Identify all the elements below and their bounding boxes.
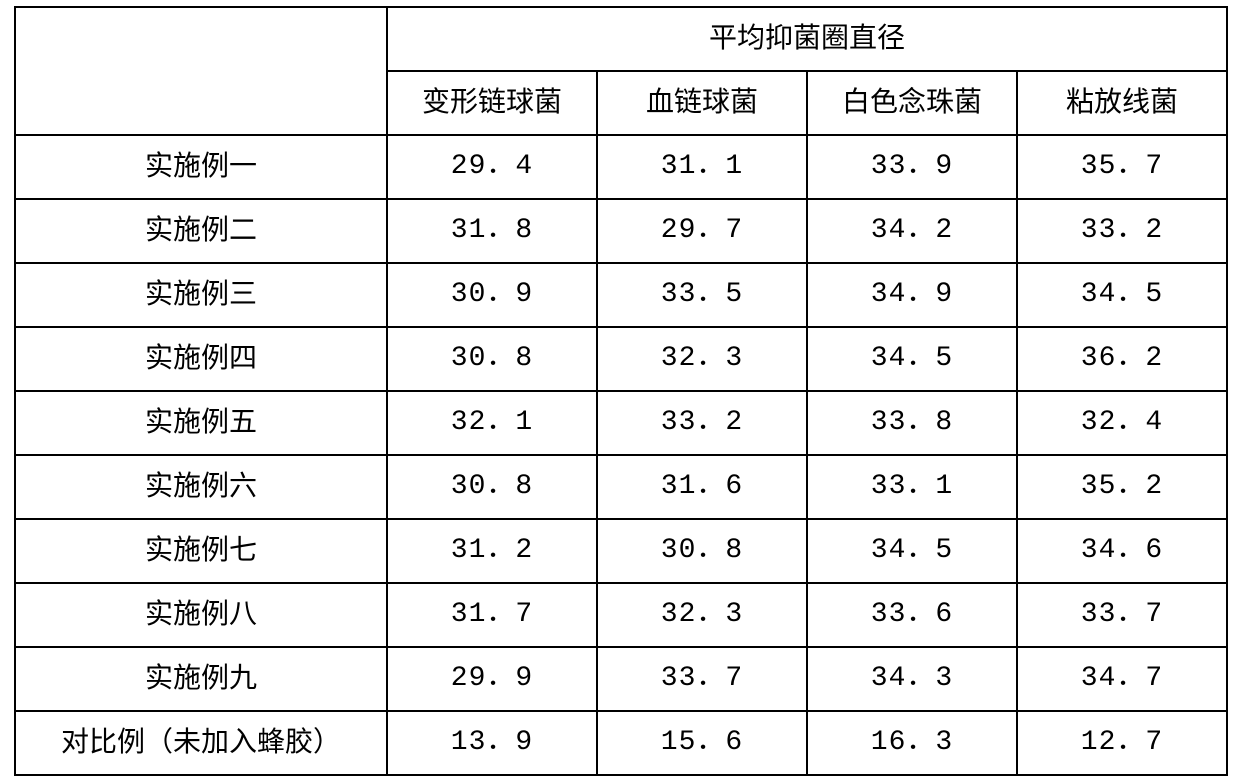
row-label: 实施例九 [15, 647, 387, 711]
cell-value: 31．7 [387, 583, 597, 647]
table-row: 实施例二31．829．734．233．2 [15, 199, 1227, 263]
cell-value: 29．4 [387, 135, 597, 199]
cell-value: 32．3 [597, 583, 807, 647]
table-row: 实施例四30．832．334．536．2 [15, 327, 1227, 391]
table-row: 实施例八31．732．333．633．7 [15, 583, 1227, 647]
cell-value: 35．2 [1017, 455, 1227, 519]
header-blank [15, 7, 387, 135]
table-head: 平均抑菌圈直径 变形链球菌 血链球菌 白色念珠菌 粘放线菌 [15, 7, 1227, 135]
cell-value: 31．8 [387, 199, 597, 263]
table-row: 实施例五32．133．233．832．4 [15, 391, 1227, 455]
cell-value: 12．7 [1017, 711, 1227, 775]
cell-value: 34．5 [1017, 263, 1227, 327]
row-label: 实施例六 [15, 455, 387, 519]
cell-value: 30．8 [387, 455, 597, 519]
table-row: 实施例七31．230．834．534．6 [15, 519, 1227, 583]
cell-value: 34．5 [807, 327, 1017, 391]
table-row: 实施例六30．831．633．135．2 [15, 455, 1227, 519]
cell-value: 33．6 [807, 583, 1017, 647]
cell-value: 34．7 [1017, 647, 1227, 711]
row-label: 实施例三 [15, 263, 387, 327]
cell-value: 33．9 [807, 135, 1017, 199]
cell-value: 30．8 [387, 327, 597, 391]
cell-value: 34．9 [807, 263, 1017, 327]
cell-value: 33．5 [597, 263, 807, 327]
cell-value: 34．5 [807, 519, 1017, 583]
cell-value: 31．2 [387, 519, 597, 583]
table-row: 实施例九29．933．734．334．7 [15, 647, 1227, 711]
cell-value: 29．7 [597, 199, 807, 263]
cell-value: 36．2 [1017, 327, 1227, 391]
cell-value: 33．8 [807, 391, 1017, 455]
table-row: 对比例（未加入蜂胶）13．915．616．312．7 [15, 711, 1227, 775]
row-label: 实施例五 [15, 391, 387, 455]
cell-value: 30．9 [387, 263, 597, 327]
cell-value: 16．3 [807, 711, 1017, 775]
cell-value: 31．6 [597, 455, 807, 519]
cell-value: 33．2 [1017, 199, 1227, 263]
cell-value: 32．1 [387, 391, 597, 455]
cell-value: 15．6 [597, 711, 807, 775]
cell-value: 32．3 [597, 327, 807, 391]
row-label: 实施例七 [15, 519, 387, 583]
cell-value: 32．4 [1017, 391, 1227, 455]
table-container: 平均抑菌圈直径 变形链球菌 血链球菌 白色念珠菌 粘放线菌 实施例一29．431… [0, 0, 1240, 776]
cell-value: 33．7 [1017, 583, 1227, 647]
cell-value: 33．2 [597, 391, 807, 455]
cell-value: 30．8 [597, 519, 807, 583]
row-label: 实施例四 [15, 327, 387, 391]
header-row-1: 平均抑菌圈直径 [15, 7, 1227, 71]
table-row: 实施例三30．933．534．934．5 [15, 263, 1227, 327]
row-label: 对比例（未加入蜂胶） [15, 711, 387, 775]
cell-value: 35．7 [1017, 135, 1227, 199]
header-title: 平均抑菌圈直径 [387, 7, 1227, 71]
col-header-2: 白色念珠菌 [807, 71, 1017, 135]
col-header-3: 粘放线菌 [1017, 71, 1227, 135]
col-header-1: 血链球菌 [597, 71, 807, 135]
row-label: 实施例一 [15, 135, 387, 199]
data-table: 平均抑菌圈直径 变形链球菌 血链球菌 白色念珠菌 粘放线菌 实施例一29．431… [14, 6, 1228, 776]
cell-value: 34．2 [807, 199, 1017, 263]
row-label: 实施例二 [15, 199, 387, 263]
row-label: 实施例八 [15, 583, 387, 647]
cell-value: 33．7 [597, 647, 807, 711]
table-body: 实施例一29．431．133．935．7实施例二31．829．734．233．2… [15, 135, 1227, 775]
col-header-0: 变形链球菌 [387, 71, 597, 135]
cell-value: 13．9 [387, 711, 597, 775]
cell-value: 34．3 [807, 647, 1017, 711]
cell-value: 33．1 [807, 455, 1017, 519]
table-row: 实施例一29．431．133．935．7 [15, 135, 1227, 199]
cell-value: 29．9 [387, 647, 597, 711]
cell-value: 31．1 [597, 135, 807, 199]
cell-value: 34．6 [1017, 519, 1227, 583]
